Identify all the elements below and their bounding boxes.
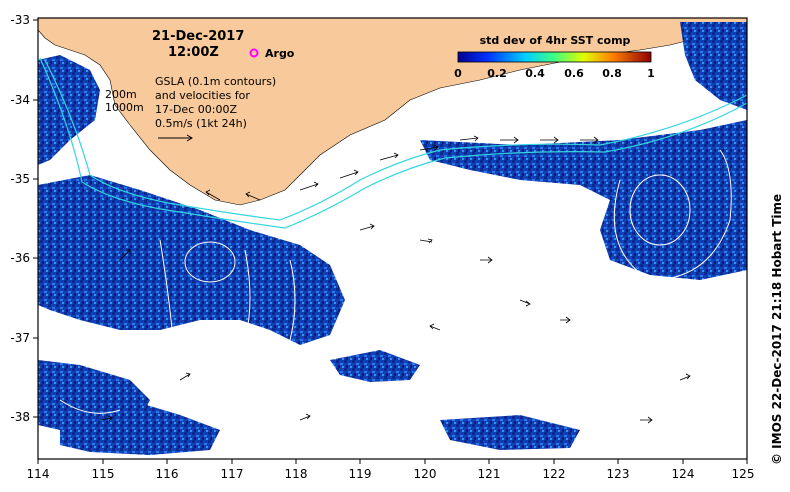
lon-tick: 117: [221, 467, 244, 481]
argo-label: Argo: [265, 47, 295, 60]
colorbar-tick: 0.6: [564, 67, 584, 80]
lon-tick: 120: [414, 467, 437, 481]
lon-tick: 116: [156, 467, 179, 481]
colorbar-title: std dev of 4hr SST comp: [480, 34, 631, 47]
sst-patches: [38, 22, 747, 455]
lon-tick: 124: [672, 467, 695, 481]
lat-axis-labels: -33 -34 -35 -36 -37 -38: [10, 13, 30, 424]
gsla-line: 0.5m/s (1kt 24h): [155, 117, 247, 130]
colorbar-ramp: [457, 51, 652, 63]
velocity-arrows: [99, 135, 691, 424]
lat-tick: -34: [10, 93, 30, 107]
imos-credit: © IMOS 22-Dec-2017 21:18 Hobart Time: [770, 194, 784, 465]
time-title: 12:00Z: [168, 45, 219, 60]
argo-icon: [249, 48, 259, 58]
lon-tick: 119: [349, 467, 372, 481]
lon-tick: 114: [27, 467, 50, 481]
colorbar-tick: 0.8: [602, 67, 622, 80]
frame-ticks: [33, 19, 748, 464]
lon-tick: 118: [285, 467, 308, 481]
lat-tick: -37: [10, 331, 30, 345]
isobath-label-200m: 200m: [105, 88, 137, 101]
isobath-label-1000m: 1000m: [105, 101, 144, 114]
scale-arrow-icon: [158, 134, 193, 142]
gsla-line: 17-Dec 00:00Z: [155, 103, 237, 116]
colorbar: std dev of 4hr SST comp 0 0.2 0.4 0.6 0.…: [454, 34, 655, 80]
lon-tick: 121: [478, 467, 501, 481]
argo-marker: Argo: [249, 47, 295, 60]
colorbar-tick: 0.4: [525, 67, 545, 80]
colorbar-tick: 0: [454, 67, 462, 80]
lon-tick: 123: [607, 467, 630, 481]
lon-tick: 125: [732, 467, 755, 481]
gsla-line: and velocities for: [155, 89, 250, 102]
isobaths: [39, 57, 748, 229]
lat-tick: -36: [10, 251, 30, 265]
date-title: 21-Dec-2017: [152, 29, 244, 44]
lat-tick: -33: [10, 13, 30, 27]
lon-tick: 115: [92, 467, 115, 481]
gsla-contours: [59, 149, 732, 414]
gsla-legend: GSLA (0.1m contours) and velocities for …: [155, 75, 276, 142]
lon-axis-labels: 114 115 116 117 118 119 120 121 122 123 …: [27, 467, 755, 481]
land-australia: [37, 17, 748, 206]
lat-tick: -38: [10, 410, 30, 424]
lat-tick: -35: [10, 172, 30, 186]
colorbar-tick: 1: [647, 67, 655, 80]
colorbar-tick: 0.2: [487, 67, 507, 80]
plot-frame: [37, 17, 748, 460]
lon-tick: 122: [543, 467, 566, 481]
gsla-line: GSLA (0.1m contours): [155, 75, 276, 88]
